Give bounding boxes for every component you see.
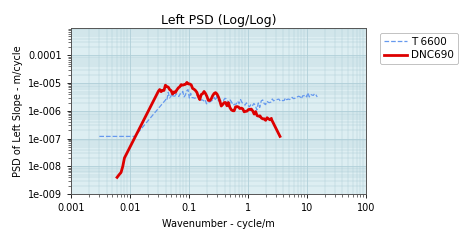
DNC690 bbox=[204, 95, 210, 98]
DNC690 bbox=[277, 135, 283, 138]
T 6600 bbox=[314, 96, 320, 98]
DNC690 bbox=[184, 81, 190, 84]
DNC690 bbox=[200, 92, 206, 95]
DNC690 bbox=[275, 131, 281, 134]
Line: T 6600: T 6600 bbox=[99, 90, 317, 136]
T 6600 bbox=[185, 88, 191, 91]
Y-axis label: PSD of Left Slope - m/cycle: PSD of Left Slope - m/cycle bbox=[12, 45, 22, 177]
DNC690 bbox=[114, 176, 120, 179]
Title: Left PSD (Log/Log): Left PSD (Log/Log) bbox=[161, 14, 276, 27]
T 6600 bbox=[257, 106, 263, 109]
X-axis label: Wavenumber - cycle/m: Wavenumber - cycle/m bbox=[162, 219, 275, 229]
DNC690 bbox=[271, 124, 277, 126]
T 6600 bbox=[305, 91, 311, 94]
T 6600 bbox=[263, 103, 268, 106]
Legend: T 6600, DNC690: T 6600, DNC690 bbox=[380, 33, 458, 64]
DNC690 bbox=[238, 107, 244, 109]
T 6600 bbox=[309, 94, 315, 96]
T 6600 bbox=[96, 135, 102, 138]
DNC690 bbox=[172, 91, 178, 94]
T 6600 bbox=[251, 102, 256, 105]
T 6600 bbox=[135, 131, 141, 134]
Line: DNC690: DNC690 bbox=[117, 82, 280, 177]
